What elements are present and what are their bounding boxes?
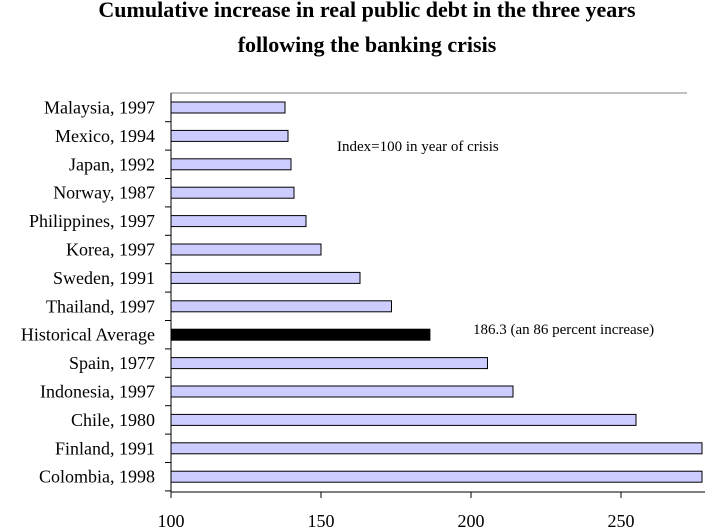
category-label-colombia-1998: Colombia, 1998	[39, 467, 155, 487]
bar-philippines-1997	[170, 215, 307, 228]
bar-japan-1992	[170, 158, 292, 171]
category-labels: Malaysia, 1997 Mexico, 1994 Japan, 1992 Nor…	[21, 98, 171, 492]
chart-title-line-2: following the banking crisis	[238, 32, 497, 57]
bar-norway-1987	[170, 186, 295, 199]
category-label-malaysia-1997: Malaysia, 1997	[44, 98, 155, 118]
category-label-chile-1980: Chile, 1980	[71, 410, 155, 430]
bar-malaysia-1997	[170, 101, 286, 114]
bar-spain-1977	[170, 357, 488, 370]
category-label-finland-1991: Finland, 1991	[55, 438, 155, 458]
bars	[170, 101, 703, 483]
bar-mexico-1994	[170, 129, 289, 142]
category-label-thailand-1997: Thailand, 1997	[46, 296, 155, 316]
annotation-index-note: Index=100 in year of crisis	[337, 139, 499, 155]
x-tick-label-200: 200	[458, 511, 485, 530]
bar-historical-average	[170, 328, 431, 341]
x-tick-label-250: 250	[608, 511, 635, 530]
category-label-philippines-1997: Philippines, 1997	[29, 211, 155, 231]
bar-colombia-1998	[170, 470, 703, 483]
annotations: Index=100 in year of crisis 186.3 (an 86…	[337, 139, 654, 338]
x-axis-ticks: 100 150 200 250	[158, 492, 635, 530]
category-label-indonesia-1997: Indonesia, 1997	[40, 382, 155, 402]
annotation-average-note: 186.3 (an 86 percent increase)	[473, 322, 654, 338]
category-label-sweden-1991: Sweden, 1991	[53, 268, 155, 288]
category-label-historical-average: Historical Average	[21, 325, 155, 345]
chart-title-line-1: Cumulative increase in real public debt …	[98, 0, 636, 22]
category-label-norway-1987: Norway, 1987	[53, 183, 155, 203]
bar-chile-1980	[170, 413, 637, 426]
bar-indonesia-1997	[170, 385, 514, 398]
x-tick-label-100: 100	[158, 511, 185, 530]
x-tick-label-150: 150	[308, 511, 335, 530]
category-label-spain-1977: Spain, 1977	[69, 353, 155, 373]
bar-thailand-1997	[170, 300, 392, 313]
category-label-korea-1997: Korea, 1997	[66, 240, 155, 260]
category-label-japan-1992: Japan, 1992	[69, 154, 155, 174]
bar-finland-1991	[170, 442, 703, 455]
bar-sweden-1991	[170, 271, 361, 284]
chart-title: Cumulative increase in real public debt …	[98, 0, 636, 57]
category-label-mexico-1994: Mexico, 1994	[55, 126, 155, 146]
bar-korea-1997	[170, 243, 322, 256]
